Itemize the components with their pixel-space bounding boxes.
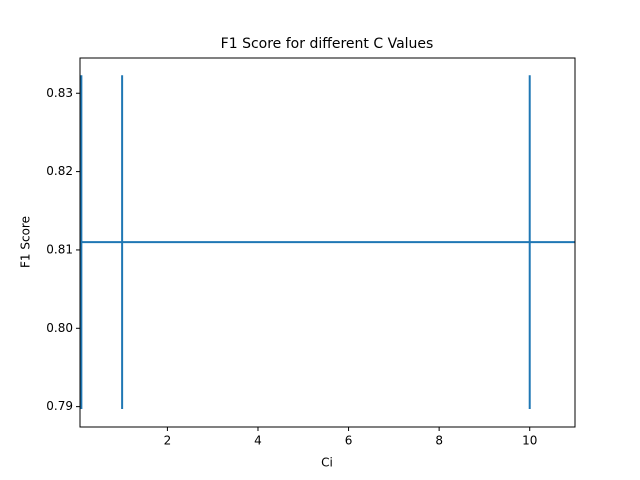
y-tick-label: 0.80: [46, 321, 73, 335]
y-tick-label: 0.79: [46, 399, 73, 413]
chart-title: F1 Score for different C Values: [221, 36, 434, 52]
axes-frame: [79, 57, 576, 428]
x-tick-label: 2: [164, 434, 172, 448]
x-tick-label: 6: [345, 434, 353, 448]
x-tick-label: 8: [435, 434, 443, 448]
y-tick-label: 0.81: [46, 242, 73, 256]
y-tick-label: 0.82: [46, 164, 73, 178]
x-tick-label: 4: [254, 434, 262, 448]
x-axis-label: Ci: [321, 456, 333, 470]
y-axis-label: F1 Score: [19, 216, 33, 268]
y-tick-label: 0.83: [46, 86, 73, 100]
plot-area: [80, 75, 575, 409]
x-tick-label: 10: [522, 434, 537, 448]
